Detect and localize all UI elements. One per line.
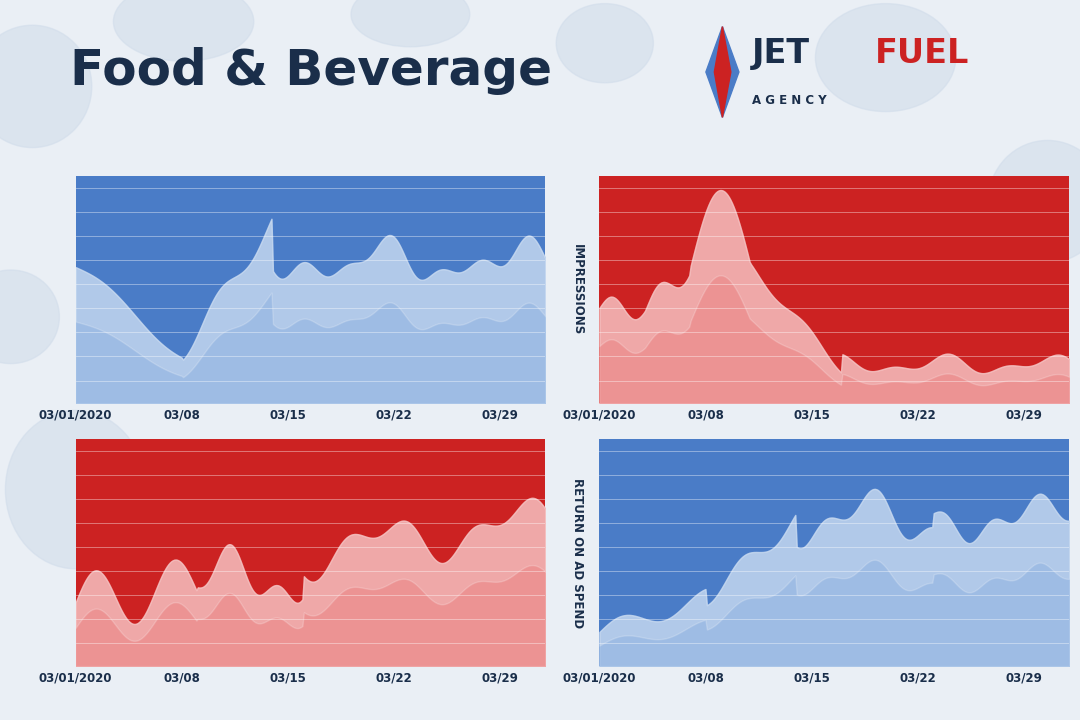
Ellipse shape <box>556 4 653 83</box>
Text: RETURN ON AD SPEND: RETURN ON AD SPEND <box>570 477 584 628</box>
Ellipse shape <box>351 0 470 47</box>
Text: A G E N C Y: A G E N C Y <box>752 94 826 107</box>
Ellipse shape <box>815 4 956 112</box>
Text: IMPRESSIONS: IMPRESSIONS <box>570 244 584 336</box>
Polygon shape <box>706 27 739 117</box>
Text: JET: JET <box>752 37 810 71</box>
Ellipse shape <box>0 25 92 148</box>
Polygon shape <box>714 27 731 117</box>
Ellipse shape <box>988 140 1080 263</box>
Ellipse shape <box>113 0 254 61</box>
Text: FUEL: FUEL <box>875 37 969 71</box>
Text: Food & Beverage: Food & Beverage <box>70 47 552 95</box>
Ellipse shape <box>5 410 146 569</box>
Ellipse shape <box>0 270 59 364</box>
Ellipse shape <box>929 511 1058 641</box>
